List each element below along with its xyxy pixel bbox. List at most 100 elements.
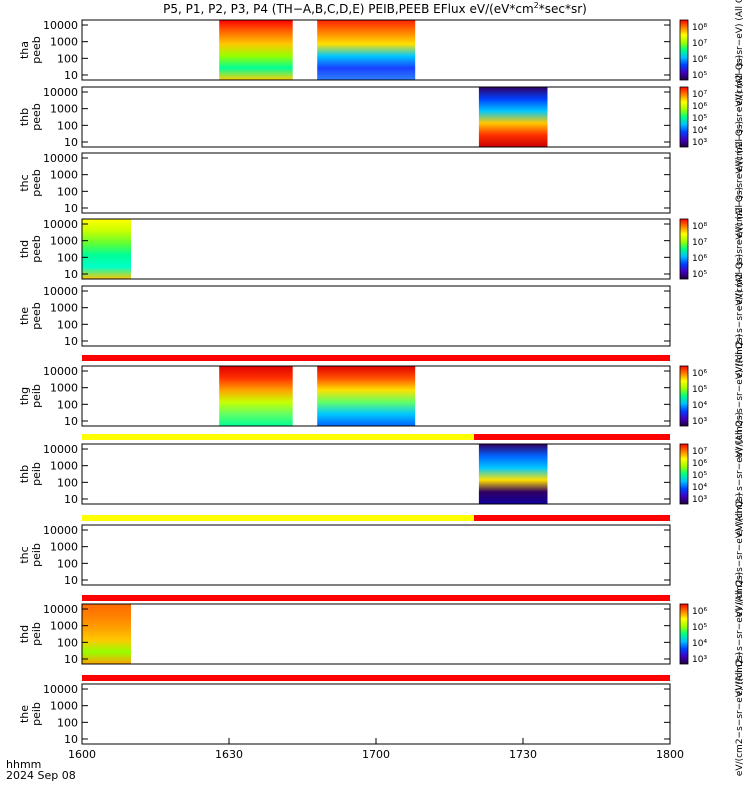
panel-label-line: thd <box>18 240 31 258</box>
panel-label-line: peib <box>30 543 43 567</box>
y-tick-label: 10 <box>64 415 78 428</box>
x-tick-label: 1730 <box>509 748 537 761</box>
flag-bar <box>82 515 670 521</box>
y-tick-label: 10 <box>64 493 78 506</box>
panel-label-line: thb <box>18 465 31 483</box>
panel-frame <box>81 603 671 665</box>
panel-label-line: peib <box>30 622 43 646</box>
colorbar-tick-label: 10⁷ <box>692 90 707 100</box>
colorbar <box>679 19 689 81</box>
panel-frame <box>81 285 671 347</box>
panel-frame <box>81 524 671 586</box>
y-tick-label: 10 <box>64 202 78 215</box>
colorbar <box>679 86 689 148</box>
y-tick-label: 10000 <box>43 603 78 616</box>
time-axis: 1600 1630 1700 1730 1800 <box>68 738 684 761</box>
time-axis-label: hhmm <box>6 758 41 771</box>
y-tick-label: 100 <box>57 251 78 264</box>
colorbar-tick-label: 10³ <box>692 495 707 505</box>
panel-label: thdpeeb <box>18 235 43 263</box>
colorbar-tick-label: 10⁵ <box>692 270 707 280</box>
colorbar-label: eV/(cm2−s−sr−eV) (All Qs) <box>735 412 745 536</box>
y-tick-label: 1000 <box>50 235 78 248</box>
colorbar-label: eV/(cm2−s−sr−eV) (All Qs) <box>735 254 745 378</box>
flag-bar <box>82 675 670 681</box>
y-tick-label: 1000 <box>50 541 78 554</box>
colorbar-tick-label: 10³ <box>692 655 707 665</box>
y-tick-label: 10 <box>64 69 78 82</box>
y-tick-label: 100 <box>57 52 78 65</box>
y-tick-label: 1000 <box>50 620 78 633</box>
colorbar <box>679 603 689 665</box>
date-label: 2024 Sep 08 <box>6 769 76 782</box>
y-tick-label: 100 <box>57 185 78 198</box>
flag-segment <box>82 355 670 361</box>
y-tick-label: 1000 <box>50 169 78 182</box>
panel-label: thepeib <box>18 702 43 726</box>
y-tick-label: 10 <box>64 653 78 666</box>
spectrogram-block <box>82 219 131 279</box>
y-tick-label: 10000 <box>43 152 78 165</box>
colorbar-tick-label: 10⁶ <box>692 254 707 264</box>
panel-frame <box>81 683 671 745</box>
panel-label: thdpeib <box>18 622 43 646</box>
y-tick-label: 10000 <box>43 683 78 696</box>
colorbar-label: eV/(cm2−s−sr−eV) (All Qs) <box>735 652 745 776</box>
colorbar-tick-label: 10³ <box>692 417 707 427</box>
flag-bar <box>82 434 670 440</box>
colorbar-tick-label: 10⁸ <box>692 222 707 232</box>
panel-label: thcpeib <box>18 543 43 567</box>
y-tick-label: 100 <box>57 476 78 489</box>
y-tick-label: 10000 <box>43 19 78 32</box>
colorbar-tick-label: 10⁴ <box>692 401 707 411</box>
y-tick-label: 10000 <box>43 218 78 231</box>
panel-frame <box>81 443 671 505</box>
colorbar-tick-label: 10⁶ <box>692 55 707 65</box>
y-tick-label: 10000 <box>43 524 78 537</box>
colorbar-tick-label: 10⁷ <box>692 39 707 49</box>
y-tick-label: 10000 <box>43 285 78 298</box>
panel-label-line: peeb <box>30 103 43 131</box>
y-tick-label: 100 <box>57 398 78 411</box>
y-tick-label: 10000 <box>43 86 78 99</box>
y-tick-label: 10 <box>64 268 78 281</box>
x-tick-label: 1700 <box>362 748 390 761</box>
panel-label-line: peib <box>30 462 43 486</box>
spectrogram-block <box>317 366 416 426</box>
colorbar-tick-label: 10⁵ <box>692 114 707 124</box>
y-tick-label: 1000 <box>50 700 78 713</box>
y-tick-label: 1000 <box>50 36 78 49</box>
colorbar-label: eV/(cm2−s−sr−eV) (All Qs) <box>735 572 745 696</box>
panel-label-line: the <box>18 705 31 723</box>
colorbar-tick-label: 10⁶ <box>692 459 707 469</box>
spectrogram-block <box>478 444 548 504</box>
colorbar-tick-label: 10⁶ <box>692 102 707 112</box>
y-tick-label: 100 <box>57 716 78 729</box>
colorbar <box>679 218 689 280</box>
panel-label-line: peeb <box>30 36 43 64</box>
colorbar-tick-label: 10⁵ <box>692 385 707 395</box>
panel-label: thapeeb <box>18 36 43 64</box>
colorbar-tick-label: 10⁶ <box>692 607 707 617</box>
colorbar-tick-label: 10⁵ <box>692 471 707 481</box>
flag-segment <box>82 595 670 601</box>
panel-label-line: peib <box>30 702 43 726</box>
y-tick-label: 10000 <box>43 365 78 378</box>
x-tick-label: 1600 <box>68 748 96 761</box>
y-tick-label: 10 <box>64 733 78 746</box>
spectrogram-block <box>219 366 293 426</box>
colorbar-label: eV/(cm2−s−sr−eV) (All Qs) <box>735 0 745 112</box>
flag-bar <box>82 595 670 601</box>
panel-frame <box>81 365 671 427</box>
colorbar-tick-label: 10⁶ <box>692 369 707 379</box>
spectrogram-block <box>478 87 548 147</box>
panel-label-line: thc <box>18 174 31 191</box>
colorbar <box>679 443 689 505</box>
